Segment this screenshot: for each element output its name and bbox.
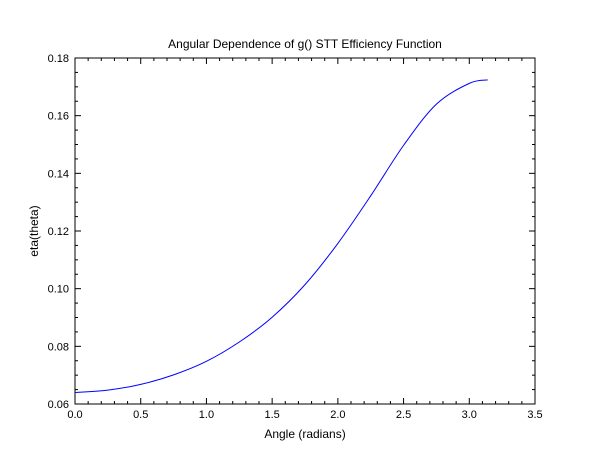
y-tick-label: 0.10 (48, 284, 69, 296)
x-tick-label: 1.0 (199, 409, 214, 421)
y-tick-label: 0.14 (48, 168, 69, 180)
y-axis-ticks: 0.06 0.08 0.10 0.12 0.14 0.16 0.18 (48, 53, 535, 411)
x-tick-label: 2.0 (330, 409, 345, 421)
x-tick-label: 3.0 (462, 409, 477, 421)
chart-title: Angular Dependence of g() STT Efficiency… (168, 37, 442, 51)
y-tick-label: 0.06 (48, 399, 69, 411)
x-axis-ticks: 0.0 0.5 1.0 1.5 2.0 2.5 3.0 3.5 (67, 58, 543, 421)
x-axis-label: Angle (radians) (264, 427, 345, 441)
x-tick-label: 0.5 (133, 409, 148, 421)
series-group (74, 79, 488, 393)
y-tick-label: 0.08 (48, 341, 69, 353)
y-axis-label: eta(theta) (27, 205, 41, 256)
x-tick-label: 2.5 (396, 409, 411, 421)
x-tick-label: 1.5 (264, 409, 279, 421)
x-tick-label: 3.5 (527, 409, 542, 421)
y-tick-label: 0.12 (48, 226, 69, 238)
y-tick-label: 0.16 (48, 111, 69, 123)
plot-area (74, 57, 536, 405)
x-tick-label: 0.0 (67, 409, 82, 421)
y-tick-label: 0.18 (48, 53, 69, 65)
series-line (74, 79, 488, 393)
